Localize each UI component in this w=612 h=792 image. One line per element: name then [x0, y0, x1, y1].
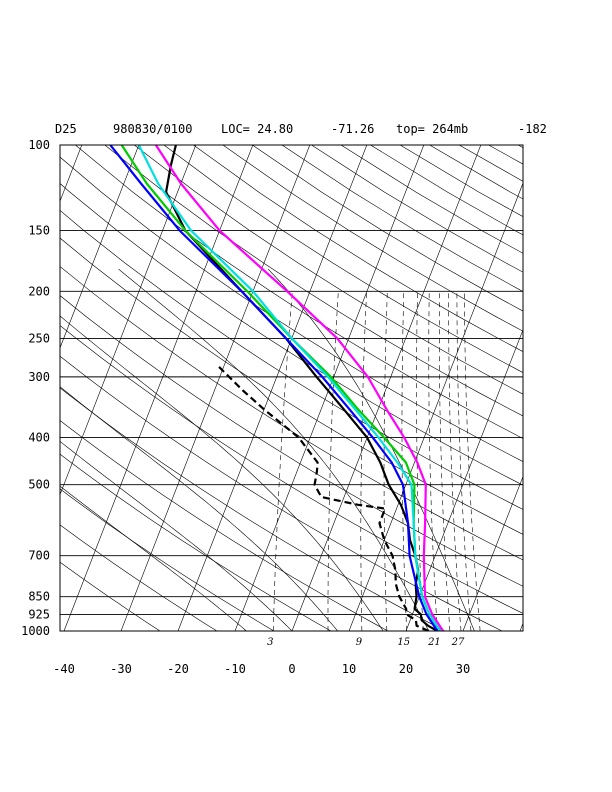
header-location: LOC= 24.80 [221, 122, 293, 136]
dry-adiabat [60, 488, 275, 631]
header-top-pressure: top= 264mb [396, 122, 468, 136]
mixing-ratio-label: 21 [427, 637, 441, 648]
header-datetime: 980830/0100 [113, 122, 192, 136]
background-lines [0, 145, 612, 641]
moist-adiabat [60, 440, 293, 631]
mixing-ratio-line [327, 291, 339, 631]
pressure-tick-label: 500 [28, 478, 50, 492]
mixing-ratio-line [360, 291, 367, 631]
moist-adiabat [267, 268, 475, 631]
pressure-tick-label: 1000 [21, 624, 50, 638]
header-extra-value: -182 [518, 122, 547, 136]
mixing-ratio-label: 9 [356, 637, 363, 648]
isotherm [577, 145, 612, 631]
mixing-ratio-line [464, 291, 481, 631]
series-temperature [165, 145, 438, 631]
dry-adiabat [60, 183, 523, 486]
dry-adiabat [60, 156, 523, 462]
mixing-ratio-line [401, 291, 407, 631]
header-station: D25 [55, 122, 77, 136]
isotherm [0, 145, 25, 631]
series-dewpoint [217, 365, 430, 631]
dry-adiabat [60, 524, 218, 631]
pressure-tick-label: 925 [28, 608, 50, 622]
isotherm [291, 145, 482, 631]
dry-adiabat [370, 145, 523, 236]
temperature-tick-label: -20 [167, 662, 189, 676]
isotherm [120, 145, 311, 631]
dry-adiabat [75, 145, 523, 439]
mixing-ratio-label: 27 [451, 637, 465, 648]
temperature-tick-label: 10 [342, 662, 356, 676]
dry-adiabat [548, 145, 612, 641]
dry-adiabat [60, 295, 523, 587]
isotherm [234, 145, 425, 631]
dry-adiabat [518, 145, 523, 148]
pressure-labels: 100 150 200 250 300 400 500 700 850 925 1000 [21, 138, 50, 638]
dry-adiabat [577, 145, 612, 641]
moist-adiabat [60, 485, 247, 631]
isotherm [63, 145, 254, 631]
dry-adiabat [163, 145, 523, 373]
dry-adiabat [60, 453, 332, 631]
dry-adiabat [104, 145, 523, 417]
temperature-tick-label: 0 [288, 662, 295, 676]
pressure-tick-label: 700 [28, 549, 50, 563]
mixing-ratio-line [456, 291, 472, 631]
mixing-ratio-line [273, 291, 293, 631]
dry-adiabat [60, 420, 389, 631]
moist-adiabat [60, 386, 338, 631]
pressure-tick-label: 100 [28, 138, 50, 152]
temperature-tick-label: 20 [399, 662, 413, 676]
pressure-tick-label: 250 [28, 331, 50, 345]
isotherm [519, 622, 523, 631]
temperature-tick-label: -30 [110, 662, 132, 676]
dry-adiabat [60, 325, 523, 614]
dry-adiabat [458, 145, 523, 182]
moist-adiabat [60, 315, 384, 631]
mixing-ratio-line [438, 291, 451, 631]
temperature-labels: -40 -30 -20 -10 0 10 20 30 [53, 662, 470, 676]
pressure-tick-label: 150 [28, 224, 50, 238]
pressure-tick-label: 400 [28, 431, 50, 445]
dry-adiabat [60, 387, 446, 631]
isotherm [60, 145, 140, 349]
mixing-ratio-labels: 3 9 15 21 27 [267, 637, 465, 648]
moist-adiabat [118, 268, 430, 631]
temperature-tick-label: -40 [53, 662, 75, 676]
chart-header: D25 980830/0100 LOC= 24.80 -71.26 top= 2… [55, 122, 547, 136]
dry-adiabat [60, 237, 523, 535]
isotherm [177, 145, 368, 631]
isotherm [462, 475, 523, 631]
dry-adiabat [340, 145, 523, 254]
mixing-ratio-label: 15 [397, 637, 410, 648]
dry-adiabat [488, 145, 523, 165]
mixing-ratio-line [448, 291, 462, 631]
pressure-tick-label: 300 [28, 370, 50, 384]
isotherm [405, 329, 523, 631]
dry-adiabat [134, 145, 523, 395]
temperature-tick-label: 30 [456, 662, 470, 676]
series-blue [109, 145, 439, 631]
series-cyan [137, 145, 442, 631]
series-magenta [154, 145, 445, 631]
mixing-ratio-label: 3 [267, 637, 273, 648]
dry-adiabat [60, 355, 503, 631]
dry-adiabat [60, 209, 523, 510]
isobars [60, 144, 523, 632]
header-longitude: -71.26 [331, 122, 374, 136]
dry-adiabat [193, 145, 523, 352]
dry-adiabat [60, 266, 523, 561]
mixing-ratio-line [383, 291, 388, 631]
dry-adiabat [311, 145, 523, 273]
pressure-tick-label: 850 [28, 590, 50, 604]
dry-adiabat [60, 561, 161, 631]
temperature-tick-label: -10 [224, 662, 246, 676]
sounding-series [109, 145, 445, 631]
pressure-tick-label: 200 [28, 284, 50, 298]
mixing-ratio-line [428, 291, 438, 631]
plot-frame [59, 144, 524, 632]
